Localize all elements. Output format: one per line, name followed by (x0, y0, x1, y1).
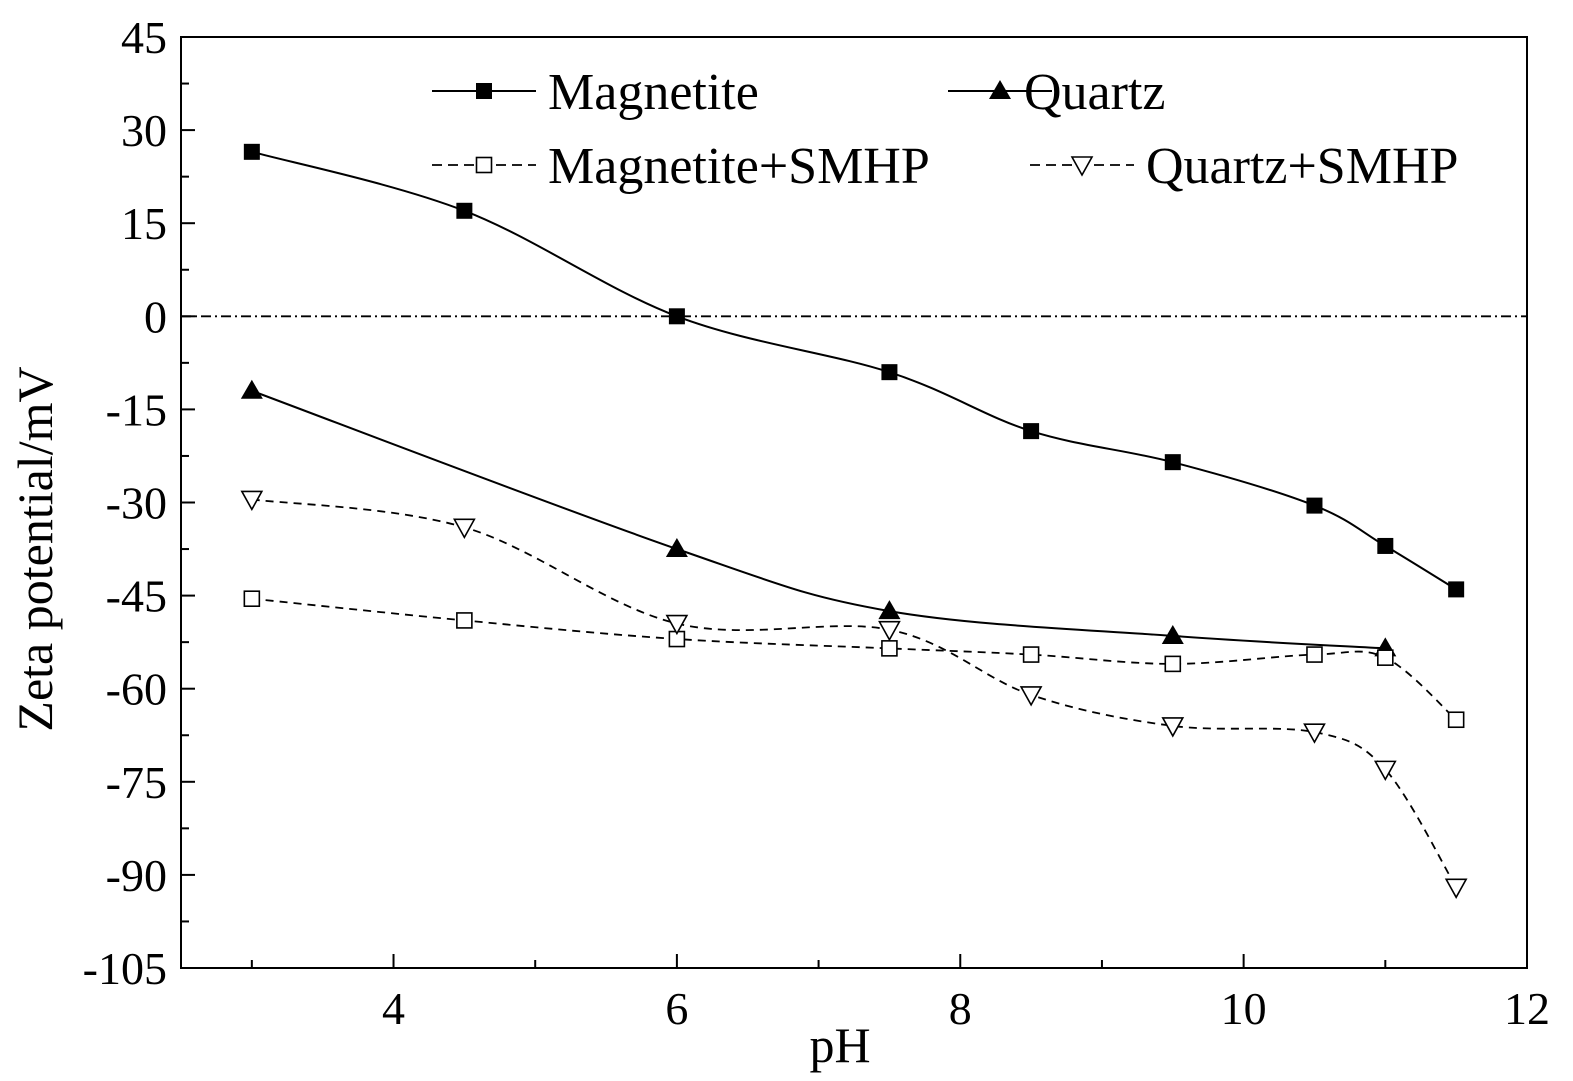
series-line (251, 389, 1386, 650)
axes-layer: 4 6 8 10 12 45 30 15 0 -15 -30 -45 -60 -75 -90 -105 (83, 12, 1550, 1034)
series-line (251, 498, 1457, 888)
data-point (1164, 655, 1182, 673)
data-point (243, 590, 261, 608)
series-magnetite-smhp (243, 590, 1465, 729)
series-magnetite (243, 143, 1465, 598)
data-point (668, 308, 685, 325)
data-point (240, 379, 263, 399)
data-point (1303, 723, 1326, 744)
legend-marker (989, 80, 1011, 99)
legend-item: Quartz (948, 64, 1165, 121)
data-point (1306, 646, 1323, 663)
y-tick-label: -15 (106, 384, 167, 435)
data-point (453, 518, 476, 539)
data-point (878, 620, 901, 642)
data-point (878, 600, 901, 620)
series-layer (240, 143, 1468, 899)
legend-item: Magnetite (432, 64, 759, 121)
legend-marker (475, 156, 493, 174)
x-tick-label: 4 (382, 983, 405, 1034)
data-point (1447, 711, 1465, 729)
data-point (1373, 760, 1397, 782)
data-point (1377, 649, 1394, 666)
y-tick-label: 45 (121, 12, 167, 63)
legend-item: Quartz+SMHP (1030, 138, 1458, 195)
y-tick-label: 0 (144, 291, 167, 342)
data-point (665, 538, 688, 558)
y-tick-label: -30 (106, 478, 167, 529)
y-tick-label: 30 (121, 105, 167, 156)
data-point (1161, 717, 1185, 738)
legend-marker (476, 83, 492, 99)
data-point (1161, 624, 1184, 644)
series-quartz-smhp (240, 490, 1468, 899)
y-tick-label: -75 (106, 757, 167, 808)
legend-item: Magnetite+SMHP (432, 138, 930, 195)
legend-label: Quartz+SMHP (1146, 138, 1458, 195)
x-tick-label: 6 (665, 983, 688, 1034)
legend-label: Quartz (1024, 64, 1165, 121)
x-tick-label: 8 (949, 983, 972, 1034)
data-point (456, 202, 473, 219)
legend-marker (1070, 156, 1094, 177)
y-tick-label: -105 (83, 943, 167, 994)
legend: Magnetite Quartz Magnetite+SMHP Quartz+SMHP (432, 64, 1458, 195)
data-point (240, 490, 264, 512)
data-point (243, 143, 260, 160)
series-line (251, 150, 1457, 591)
data-point (1164, 454, 1181, 471)
x-tick-label: 10 (1221, 983, 1267, 1034)
data-point (1444, 878, 1468, 899)
x-axis-title: pH (809, 1017, 870, 1073)
y-tick-label: -90 (106, 850, 167, 901)
data-point (665, 614, 689, 636)
y-tick-label: -45 (106, 571, 167, 622)
y-axis-title: Zeta potential/mV (7, 366, 63, 731)
data-point (1306, 497, 1323, 514)
data-point (881, 364, 898, 381)
legend-label: Magnetite+SMHP (548, 138, 930, 195)
x-tick-label: 12 (1504, 983, 1550, 1034)
data-point (456, 612, 473, 629)
data-point (881, 640, 898, 657)
data-point (1448, 581, 1465, 598)
data-point (1019, 686, 1043, 707)
y-tick-label: 15 (121, 198, 167, 249)
legend-label: Magnetite (548, 64, 759, 121)
series-quartz (240, 379, 1397, 657)
data-point (1022, 646, 1040, 663)
data-point (1023, 423, 1040, 440)
data-point (1377, 537, 1394, 554)
y-tick-label: -60 (106, 664, 167, 715)
series-line (251, 597, 1457, 721)
